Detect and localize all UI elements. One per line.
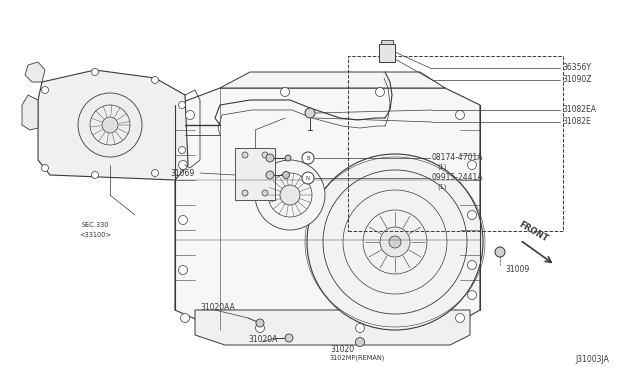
Circle shape xyxy=(186,110,195,119)
Polygon shape xyxy=(38,70,188,180)
Polygon shape xyxy=(381,40,393,44)
Circle shape xyxy=(262,152,268,158)
Circle shape xyxy=(467,260,477,269)
Text: B: B xyxy=(306,155,310,160)
Circle shape xyxy=(242,152,248,158)
Text: (1): (1) xyxy=(437,184,446,190)
Circle shape xyxy=(179,160,188,170)
Circle shape xyxy=(280,87,289,96)
Text: <33100>: <33100> xyxy=(79,232,111,238)
Circle shape xyxy=(256,319,264,327)
Circle shape xyxy=(78,93,142,157)
Circle shape xyxy=(456,314,465,323)
Circle shape xyxy=(285,334,293,342)
Text: 31020: 31020 xyxy=(330,346,354,355)
Circle shape xyxy=(180,314,189,323)
Circle shape xyxy=(152,77,159,83)
Circle shape xyxy=(179,102,186,109)
Circle shape xyxy=(456,110,465,119)
Text: SEC.330: SEC.330 xyxy=(81,222,109,228)
Circle shape xyxy=(242,190,248,196)
Circle shape xyxy=(280,185,300,205)
Circle shape xyxy=(380,227,410,257)
Polygon shape xyxy=(22,95,38,130)
Text: 36356Y: 36356Y xyxy=(562,64,591,73)
Text: J31003JA: J31003JA xyxy=(575,356,609,365)
Circle shape xyxy=(376,87,385,96)
Text: 31009: 31009 xyxy=(505,266,529,275)
Text: 31020AA: 31020AA xyxy=(200,304,235,312)
Circle shape xyxy=(92,68,99,76)
Circle shape xyxy=(467,291,477,299)
Circle shape xyxy=(355,337,365,346)
Polygon shape xyxy=(195,310,470,345)
Circle shape xyxy=(92,171,99,179)
Text: N: N xyxy=(306,176,310,180)
Polygon shape xyxy=(235,148,275,200)
Circle shape xyxy=(266,154,274,162)
Circle shape xyxy=(179,266,188,275)
Circle shape xyxy=(102,117,118,133)
Text: 3102MP(REMAN): 3102MP(REMAN) xyxy=(330,355,385,361)
Polygon shape xyxy=(220,72,445,88)
Circle shape xyxy=(285,155,291,161)
Polygon shape xyxy=(25,62,45,82)
Circle shape xyxy=(179,215,188,224)
Text: FRONT: FRONT xyxy=(517,220,549,244)
Polygon shape xyxy=(175,88,480,330)
Circle shape xyxy=(152,170,159,176)
Circle shape xyxy=(305,108,315,118)
Text: 31090Z: 31090Z xyxy=(562,76,591,84)
Text: 09915-2441A: 09915-2441A xyxy=(432,173,483,183)
Text: (1): (1) xyxy=(437,164,446,170)
Circle shape xyxy=(262,190,268,196)
Circle shape xyxy=(255,324,264,333)
Circle shape xyxy=(302,152,314,164)
Polygon shape xyxy=(379,44,395,62)
Circle shape xyxy=(42,87,49,93)
Circle shape xyxy=(266,171,274,179)
Text: 31069: 31069 xyxy=(171,169,195,177)
Circle shape xyxy=(389,236,401,248)
Circle shape xyxy=(495,247,505,257)
Text: 31020A: 31020A xyxy=(248,336,277,344)
Circle shape xyxy=(467,211,477,219)
Bar xyxy=(348,56,563,231)
Circle shape xyxy=(307,154,483,330)
Circle shape xyxy=(355,324,365,333)
Text: 08174-4701A: 08174-4701A xyxy=(432,154,483,163)
Circle shape xyxy=(467,160,477,170)
Circle shape xyxy=(255,160,325,230)
Circle shape xyxy=(179,147,186,154)
Circle shape xyxy=(282,171,289,179)
Circle shape xyxy=(302,172,314,184)
Circle shape xyxy=(42,164,49,171)
Text: 31082E: 31082E xyxy=(562,118,591,126)
Text: 31082EA: 31082EA xyxy=(562,106,596,115)
